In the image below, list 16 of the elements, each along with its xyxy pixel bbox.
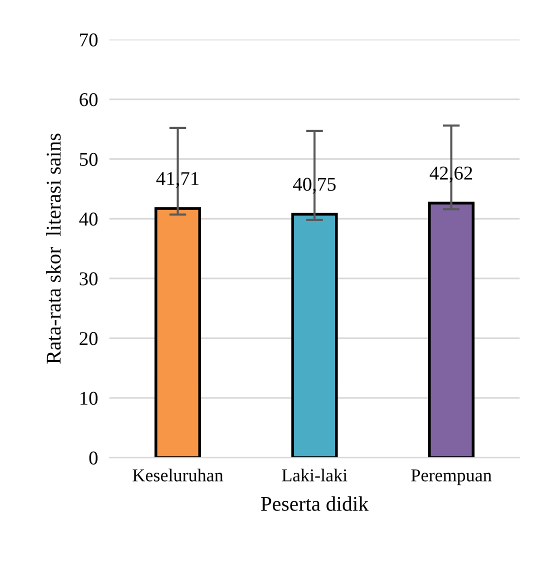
bar	[428, 202, 475, 458]
x-tick-label: Perempuan	[411, 469, 492, 486]
x-tick-label: Laki-laki	[282, 468, 348, 482]
y-tick-label: 40	[79, 212, 98, 226]
y-tick-label: 20	[80, 332, 98, 346]
y-tick-label: 30	[80, 272, 98, 286]
bar	[154, 207, 202, 458]
y-tick-label: 60	[80, 93, 98, 106]
x-axis-title: Peserta didik	[261, 496, 369, 511]
y-tick-label: 10	[80, 392, 98, 405]
y-tick-label: 70	[80, 33, 98, 46]
x-tick-label: Keseluruhan	[132, 468, 224, 482]
y-axis-title: Rata-rata skor literasi sains	[46, 134, 61, 364]
y-tick-label: 50	[80, 152, 98, 166]
y-tick-label: 0	[89, 451, 98, 465]
bar	[291, 212, 338, 458]
